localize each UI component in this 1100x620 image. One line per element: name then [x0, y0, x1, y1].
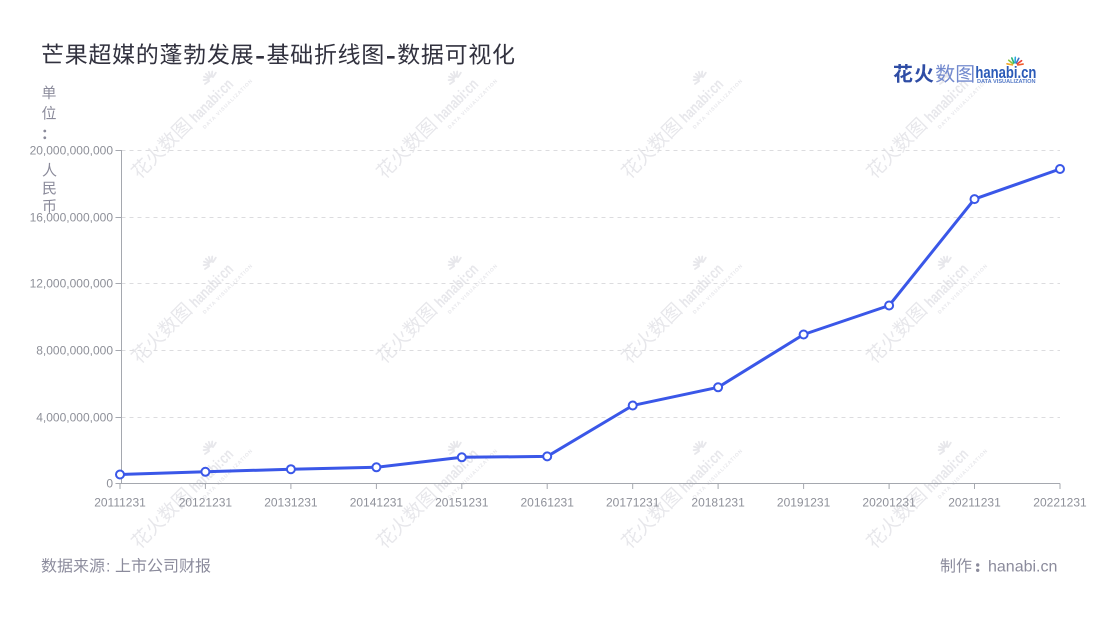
svg-text:16,000,000,000: 16,000,000,000 — [30, 211, 114, 225]
svg-text:20171231: 20171231 — [606, 495, 660, 509]
svg-text:0: 0 — [106, 477, 113, 491]
svg-text:20201231: 20201231 — [862, 495, 916, 509]
svg-text:20181231: 20181231 — [691, 495, 745, 509]
svg-text:20151231: 20151231 — [435, 495, 489, 509]
svg-text:20211231: 20211231 — [948, 495, 1001, 509]
svg-text:20191231: 20191231 — [777, 495, 831, 509]
svg-text:8,000,000,000: 8,000,000,000 — [36, 344, 113, 358]
svg-text:20121231: 20121231 — [179, 495, 233, 509]
svg-text:20131231: 20131231 — [264, 495, 318, 509]
svg-text:20141231: 20141231 — [350, 495, 404, 509]
svg-text:20221231: 20221231 — [1033, 495, 1087, 509]
svg-text:12,000,000,000: 12,000,000,000 — [30, 277, 114, 291]
svg-text:20161231: 20161231 — [521, 495, 575, 509]
svg-text:hanabi.cn: hanabi.cn — [988, 559, 1057, 576]
svg-text:hanabi.cn: hanabi.cn — [975, 64, 1036, 82]
svg-text:20111231: 20111231 — [94, 495, 146, 509]
svg-text:4,000,000,000: 4,000,000,000 — [36, 411, 113, 425]
svg-text:20,000,000,000: 20,000,000,000 — [30, 144, 114, 158]
svg-text::: : — [106, 559, 110, 576]
svg-text:DATA VISUALIZATION: DATA VISUALIZATION — [977, 79, 1036, 85]
